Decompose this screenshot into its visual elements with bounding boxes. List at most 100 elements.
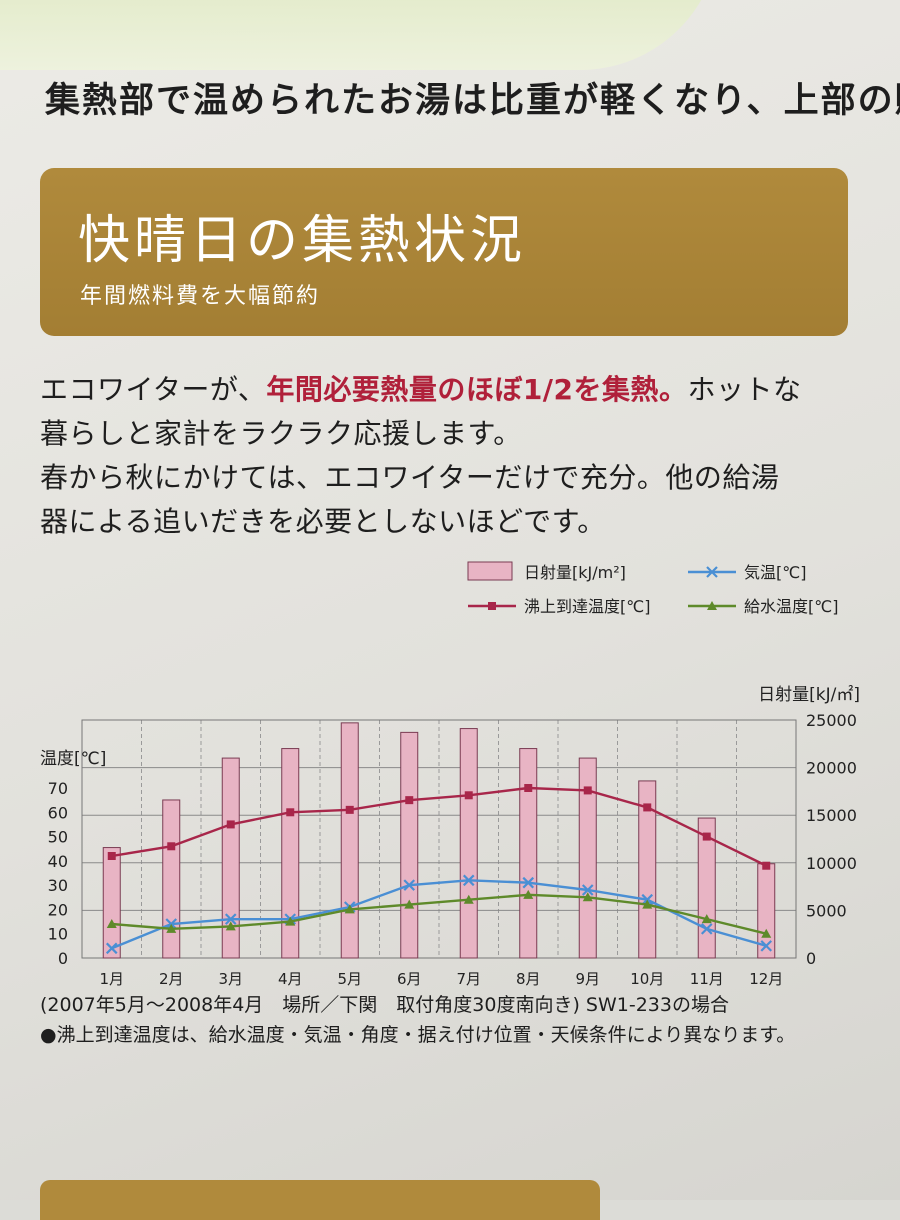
point-boiling-temp <box>107 852 116 860</box>
body-text-part: エコワイターが、 <box>40 373 267 406</box>
bar-solar-radiation <box>102 847 121 959</box>
left-axis-label: 温度[℃] <box>40 749 106 769</box>
point-air-temp <box>224 913 237 925</box>
body-line-3: 春から秋にかけては、エコワイターだけで充分。他の給湯 <box>40 461 780 494</box>
body-line-2: 暮らしと家計をラクラク応援します。 <box>40 417 522 450</box>
x-axis-tick-label: 4月 <box>278 970 303 988</box>
x-axis-tick-label: 1月 <box>99 970 124 988</box>
x-axis-tick-label: 10月 <box>630 970 664 988</box>
plot-frame <box>81 719 797 959</box>
left-axis-tick-label: 40 <box>48 852 68 871</box>
x-axis-tick-label: 8月 <box>516 970 541 988</box>
x-axis-tick-label: 7月 <box>456 970 481 988</box>
point-air-temp <box>581 884 594 896</box>
point-boiling-temp <box>464 791 473 800</box>
bar-solar-radiation <box>519 748 538 959</box>
body-text-part: ホットな <box>687 373 802 406</box>
legend-label: 日射量[kJ/m²] <box>524 563 626 582</box>
point-boiling-temp <box>286 808 295 817</box>
point-water-temp <box>106 919 117 928</box>
decorative-header-shape <box>0 0 720 70</box>
point-water-temp <box>166 923 177 933</box>
bar-solar-radiation <box>221 757 240 959</box>
point-water-temp <box>701 914 712 924</box>
point-air-temp <box>462 874 475 887</box>
point-boiling-temp <box>762 861 771 870</box>
point-water-temp <box>761 928 772 938</box>
point-water-temp <box>285 916 296 926</box>
body-line-1: エコワイターが、年間必要熱量のほぼ1/2を集熱。ホットな <box>40 368 870 412</box>
next-section-banner-edge <box>40 1180 600 1220</box>
bar-solar-radiation <box>459 728 478 959</box>
right-axis-tick-label: 20000 <box>806 759 857 778</box>
right-axis-label: 日射量[kJ/㎡] <box>758 685 860 705</box>
x-axis-tick-label: 3月 <box>218 970 243 988</box>
bar-solar-radiation <box>578 757 597 959</box>
point-boiling-temp <box>524 784 533 792</box>
legend-label: 沸上到達温度[℃] <box>524 597 650 616</box>
point-water-temp <box>523 889 534 899</box>
body-highlight: 年間必要熱量のほぼ1/2を集熱。 <box>266 373 688 406</box>
body-paragraph: エコワイターが、年間必要熱量のほぼ1/2を集熱。ホットな 暮らしと家計をラクラク… <box>40 368 870 544</box>
banner-subtitle: 年間燃料費を大幅節約 <box>80 284 321 309</box>
bar-solar-radiation <box>340 722 359 959</box>
x-axis-tick-label: 12月 <box>749 970 783 988</box>
point-boiling-temp <box>405 796 414 805</box>
point-water-temp <box>463 894 474 904</box>
point-boiling-temp <box>226 820 235 829</box>
point-air-temp <box>522 876 535 889</box>
banner-title: 快晴日の集熱状況 <box>78 211 527 271</box>
right-axis-tick-label: 25000 <box>806 711 857 730</box>
point-water-temp <box>642 899 653 909</box>
point-water-temp <box>582 892 593 902</box>
body-line-4: 器による追いだきを必要としないほどです。 <box>40 505 606 538</box>
right-axis-tick-label: 0 <box>806 949 816 968</box>
right-axis-tick-label: 10000 <box>806 854 857 873</box>
series-line-triangle <box>111 893 767 935</box>
x-axis-tick-label: 5月 <box>337 970 362 988</box>
left-axis-tick-label: 70 <box>48 779 68 798</box>
bar-solar-radiation <box>281 748 300 959</box>
bar-solar-radiation <box>400 731 419 959</box>
x-axis-tick-label: 6月 <box>397 970 422 988</box>
legend-label: 気温[℃] <box>744 563 806 582</box>
right-axis-tick-label: 5000 <box>806 901 847 920</box>
point-air-temp <box>403 879 416 891</box>
bar-solar-radiation <box>638 780 657 959</box>
chart-footnote-disclaimer: ●沸上到達温度は、給水温度・気温・角度・据え付け位置・天候条件により異なります。 <box>40 1024 796 1046</box>
point-boiling-temp <box>702 832 711 841</box>
right-axis-tick-label: 15000 <box>806 806 857 825</box>
bar-solar-radiation <box>162 799 181 959</box>
chart-footnote-conditions: (2007年5月～2008年4月 場所／下関 取付角度30度南向き) SW1-2… <box>40 994 729 1016</box>
series-line-square <box>111 786 767 867</box>
legend-swatch-bar <box>467 561 513 581</box>
legend-marker-x <box>706 566 718 578</box>
point-water-temp <box>404 899 415 909</box>
left-axis-tick-label: 20 <box>48 900 68 919</box>
point-air-temp <box>105 942 118 955</box>
left-axis-tick-label: 10 <box>48 925 68 944</box>
left-axis-tick-label: 60 <box>48 803 68 822</box>
legend-marker-triangle <box>707 601 717 610</box>
point-water-temp <box>344 904 355 914</box>
point-air-temp <box>760 940 773 952</box>
point-boiling-temp <box>583 786 592 795</box>
x-axis-tick-label: 2月 <box>159 970 184 988</box>
x-axis-tick-label: 11月 <box>690 970 724 988</box>
section-banner: 快晴日の集熱状況 年間燃料費を大幅節約 <box>40 168 848 336</box>
left-axis-tick-label: 50 <box>48 828 68 847</box>
series-line-x <box>111 879 767 950</box>
solar-collection-chart: 0 10 20 30 40 50 60 70 温度[℃] 0 5000 10000 15000 20000… <box>40 561 860 988</box>
legend-label: 給水温度[℃] <box>744 597 838 616</box>
point-water-temp <box>225 921 236 931</box>
intro-text: 集熱部で温められたお湯は比重が軽くなり、上部の貯 <box>45 81 900 121</box>
left-axis-tick-label: 0 <box>58 949 68 968</box>
point-boiling-temp <box>345 805 354 814</box>
point-air-temp <box>700 923 713 935</box>
left-axis-tick-label: 30 <box>48 876 68 895</box>
point-boiling-temp <box>643 803 652 812</box>
point-boiling-temp <box>167 842 176 851</box>
legend-marker-square <box>488 602 496 610</box>
x-axis-tick-label: 9月 <box>575 970 600 988</box>
